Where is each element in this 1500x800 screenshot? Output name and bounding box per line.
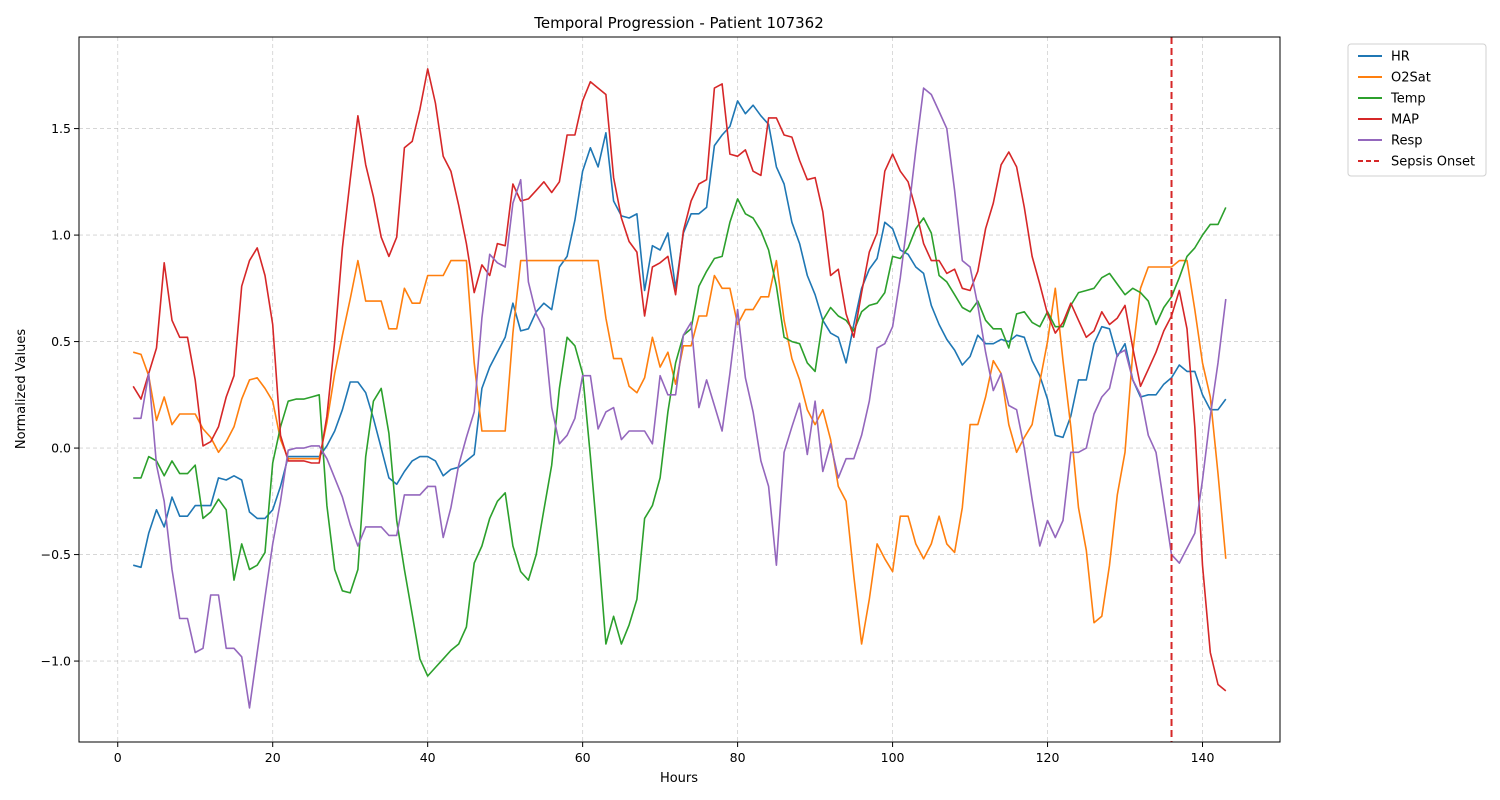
series-line-o2sat bbox=[132, 259, 1227, 645]
series-line-resp bbox=[133, 87, 1227, 709]
y-tick-label: 0.5 bbox=[51, 334, 71, 349]
series-line-hr bbox=[132, 100, 1227, 569]
legend-label: O2Sat bbox=[1391, 71, 1431, 86]
x-axis-label: Hours bbox=[660, 771, 698, 786]
legend-label: MAP bbox=[1391, 113, 1419, 128]
y-tick-label: −1.0 bbox=[41, 654, 71, 669]
y-tick-label: −0.5 bbox=[41, 547, 71, 562]
series-line-temp bbox=[133, 198, 1227, 677]
y-tick-label: 1.5 bbox=[51, 121, 71, 136]
chart-title: Temporal Progression - Patient 107362 bbox=[533, 14, 824, 32]
y-tick-label: 1.0 bbox=[51, 228, 71, 243]
legend-label: Resp bbox=[1391, 134, 1422, 149]
legend-label: Temp bbox=[1390, 92, 1426, 107]
x-tick-label: 20 bbox=[265, 750, 281, 765]
x-tick-label: 80 bbox=[730, 750, 746, 765]
legend: HR O2Sat Temp MAP Resp Sepsis Onset bbox=[1347, 43, 1487, 177]
legend-box bbox=[1347, 43, 1487, 177]
legend-label: HR bbox=[1391, 50, 1410, 65]
x-tick-label: 60 bbox=[575, 750, 591, 765]
y-tick-label: 0.0 bbox=[51, 441, 71, 456]
grid bbox=[79, 37, 1280, 742]
series-lines bbox=[132, 37, 1227, 742]
x-axis-ticks: 0 20 40 60 80 100 120 140 bbox=[114, 742, 1215, 765]
x-tick-label: 140 bbox=[1191, 750, 1215, 765]
plot-area-frame bbox=[78, 36, 1281, 743]
legend-label: Sepsis Onset bbox=[1391, 155, 1475, 170]
y-axis-label: Normalized Values bbox=[14, 329, 29, 450]
x-tick-label: 120 bbox=[1036, 750, 1060, 765]
x-tick-label: 100 bbox=[881, 750, 905, 765]
x-tick-label: 40 bbox=[420, 750, 436, 765]
y-axis-ticks: −1.0 −0.5 0.0 0.5 1.0 1.5 bbox=[41, 121, 79, 669]
x-tick-label: 0 bbox=[114, 750, 122, 765]
series-line-map bbox=[132, 68, 1227, 692]
